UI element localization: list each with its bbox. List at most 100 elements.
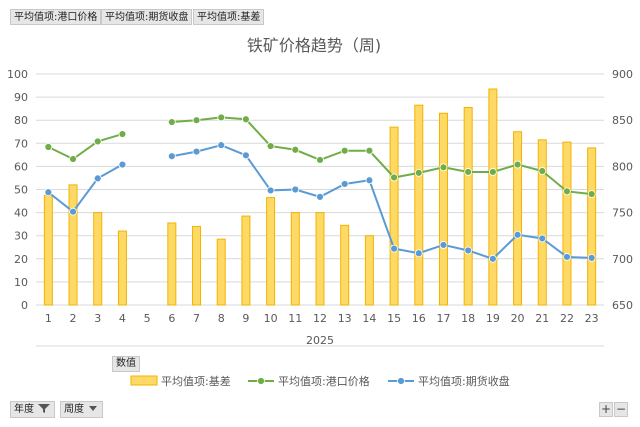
bar — [513, 131, 523, 306]
x-tick-label: 13 — [338, 312, 352, 325]
point-futures-close — [563, 253, 571, 261]
field-button-basis[interactable]: 平均值项:基差 — [193, 9, 265, 25]
right-tick-label: 900 — [612, 68, 633, 81]
point-port-price — [266, 142, 275, 150]
point-port-price — [563, 187, 571, 196]
point-futures-close — [538, 234, 547, 243]
week-filter-label: 周度 — [64, 404, 84, 415]
bar — [93, 212, 103, 306]
legend-label-basis: 平均值项:基差 — [161, 374, 231, 388]
x-tick-label: 17 — [436, 312, 450, 325]
line-series — [44, 113, 596, 263]
bar — [192, 225, 202, 306]
x-tick-label: 5 — [144, 312, 151, 325]
x-axis-year-label: 2025 — [306, 334, 334, 347]
line-port-price — [47, 133, 123, 161]
point-futures-close — [192, 147, 201, 156]
point-futures-close — [118, 160, 127, 169]
bar — [290, 212, 300, 306]
point-futures-close — [167, 152, 176, 161]
bar — [537, 139, 547, 306]
point-futures-close — [488, 254, 497, 263]
field-button-port-price[interactable]: 平均值项:港口价格 — [10, 9, 102, 25]
x-tick-label: 10 — [264, 312, 278, 325]
legend-marker-futures-close — [397, 377, 405, 385]
x-tick-label: 20 — [511, 312, 525, 325]
left-tick-label: 80 — [14, 114, 28, 127]
x-tick-label: 18 — [461, 312, 475, 325]
point-futures-close — [93, 174, 102, 183]
bar — [340, 224, 350, 306]
line-futures-close — [47, 163, 123, 214]
x-tick-label: 23 — [585, 312, 599, 325]
point-port-price — [464, 168, 473, 176]
values-field-button[interactable]: 数值 — [112, 356, 140, 372]
point-futures-close — [513, 230, 522, 239]
point-port-price — [488, 168, 497, 176]
bar — [488, 88, 498, 306]
point-futures-close — [587, 253, 596, 262]
year-filter-button[interactable]: 年度 — [10, 401, 56, 418]
bar-series-basis — [43, 88, 597, 306]
point-port-price — [587, 190, 596, 199]
point-futures-close — [291, 185, 300, 194]
legend-label-futures-close: 平均值项:期货收盘 — [418, 374, 510, 388]
right-tick-label: 750 — [612, 207, 633, 220]
point-futures-close — [316, 192, 324, 201]
left-axis-ticks: 0 10 20 30 40 50 60 70 80 90 100 — [7, 68, 28, 312]
point-port-price — [69, 155, 77, 163]
zoom-in-button[interactable]: + — [599, 402, 613, 417]
left-tick-label: 10 — [14, 276, 28, 289]
field-button-futures-close[interactable]: 平均值项:期货收盘 — [101, 9, 193, 25]
right-tick-label: 650 — [612, 299, 633, 312]
point-port-price — [316, 156, 324, 164]
filter-icon — [38, 404, 51, 413]
left-tick-label: 30 — [14, 230, 28, 243]
legend-label-port-price: 平均值项:港口价格 — [278, 374, 370, 388]
week-filter-button[interactable]: 周度 — [60, 401, 104, 418]
left-tick-label: 50 — [14, 184, 28, 197]
point-futures-close — [217, 141, 226, 150]
x-tick-label: 9 — [242, 312, 249, 325]
bar — [463, 106, 473, 306]
point-futures-close — [365, 176, 374, 185]
chart-title: 铁矿价格趋势（周) — [247, 36, 381, 55]
point-port-price — [242, 115, 250, 124]
x-tick-label: 3 — [94, 312, 101, 325]
x-tick-label: 21 — [535, 312, 549, 325]
x-axis-ticks: 1 2 3 4 5 6 7 8 9 10 11 12 13 14 15 16 17 18 19 20 21 22 23 — [45, 312, 599, 325]
point-port-price — [390, 173, 398, 182]
left-tick-label: 60 — [14, 160, 28, 173]
year-filter-label: 年度 — [14, 404, 34, 415]
bar — [364, 235, 374, 306]
point-futures-close — [390, 244, 398, 253]
bar — [389, 126, 399, 306]
point-port-price — [365, 146, 374, 155]
point-port-price — [513, 160, 522, 169]
bar — [414, 104, 424, 306]
point-port-price — [340, 146, 349, 155]
x-tick-label: 19 — [486, 312, 500, 325]
bar — [587, 147, 597, 306]
right-tick-label: 800 — [612, 160, 633, 173]
bar — [562, 141, 572, 306]
point-futures-close — [439, 241, 448, 249]
bar — [43, 194, 53, 306]
point-port-price — [192, 116, 201, 125]
zoom-out-button[interactable]: − — [614, 402, 628, 417]
x-tick-label: 11 — [288, 312, 302, 325]
line-port-price — [171, 116, 592, 196]
x-tick-label: 2 — [70, 312, 77, 325]
point-port-price — [291, 145, 300, 154]
point-futures-close — [266, 186, 275, 195]
x-tick-label: 15 — [387, 312, 401, 325]
left-tick-label: 40 — [14, 207, 28, 220]
left-tick-label: 90 — [14, 91, 28, 104]
point-port-price — [217, 113, 226, 122]
point-port-price — [44, 143, 53, 151]
line-futures-close — [171, 144, 592, 260]
x-tick-label: 8 — [218, 312, 225, 325]
x-tick-label: 14 — [362, 312, 376, 325]
point-futures-close — [242, 151, 250, 160]
